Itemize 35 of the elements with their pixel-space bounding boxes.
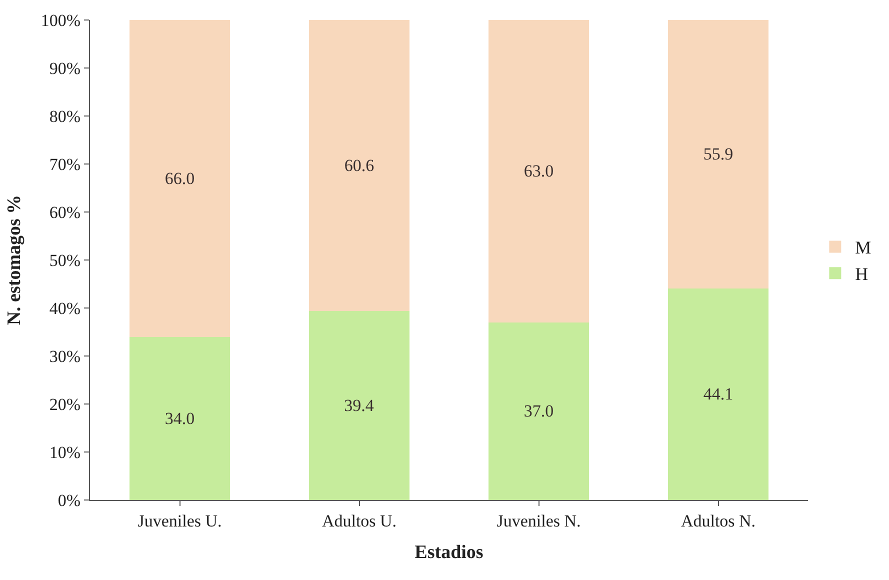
- bar: [488, 322, 590, 500]
- data-label: 60.6: [344, 156, 374, 175]
- legend-label: M: [855, 238, 872, 258]
- data-label: 63.0: [524, 162, 554, 181]
- data-label: 37.0: [524, 402, 554, 421]
- y-tick-label: 90%: [49, 58, 81, 78]
- bar: [488, 20, 590, 322]
- x-tick-label: Adultos U.: [322, 511, 397, 530]
- y-tick-label: 70%: [49, 154, 81, 174]
- y-tick-label: 0%: [58, 490, 81, 510]
- y-tick-label: 30%: [49, 346, 81, 366]
- y-tick-label: 60%: [49, 202, 81, 222]
- x-tick-label: Juveniles U.: [138, 511, 222, 530]
- bar: [668, 20, 769, 288]
- legend-label: H: [855, 264, 868, 284]
- bar: [308, 310, 410, 500]
- y-axis-title: N. estomagos %: [4, 194, 25, 326]
- data-label: 66.0: [164, 168, 195, 188]
- y-tick-label: 80%: [49, 106, 81, 126]
- bar: [308, 20, 410, 311]
- y-tick-label: 20%: [49, 394, 81, 414]
- data-label: 39.4: [344, 396, 374, 415]
- y-tick-label: 50%: [49, 250, 81, 270]
- data-label: 34.0: [164, 408, 195, 428]
- bar: [668, 288, 769, 500]
- x-axis-title: Estadios: [414, 542, 484, 564]
- x-tick-label: Adultos N.: [680, 511, 756, 530]
- x-tick-label: Juveniles N.: [496, 511, 581, 530]
- y-tick-label: 40%: [49, 298, 81, 318]
- data-label: 55.9: [703, 144, 734, 164]
- y-tick-label: 100%: [40, 10, 81, 30]
- bar: [129, 20, 230, 337]
- data-label: 44.1: [703, 384, 734, 404]
- bar: [129, 336, 230, 500]
- y-tick-label: 10%: [49, 442, 81, 462]
